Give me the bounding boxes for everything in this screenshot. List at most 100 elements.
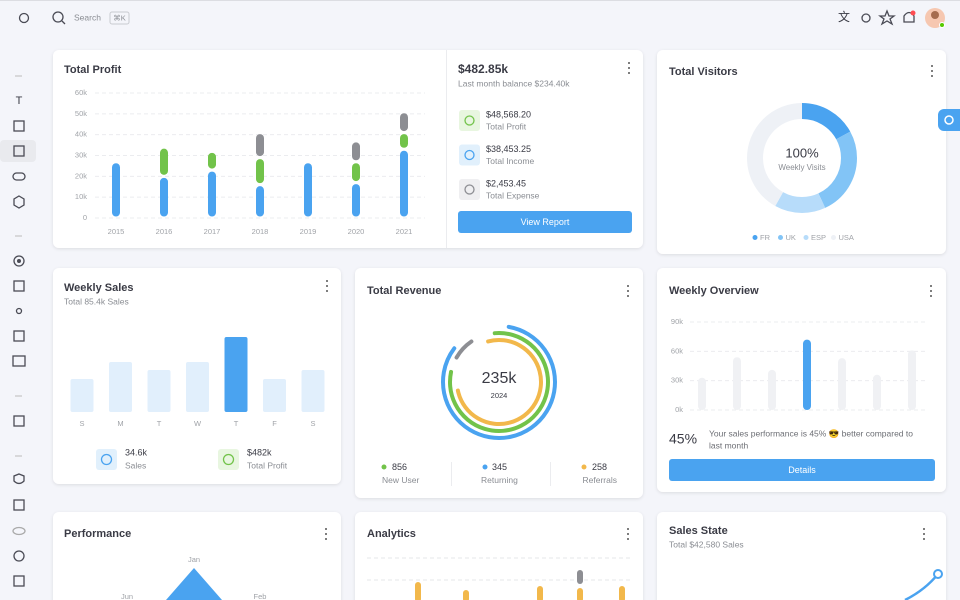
donut-center-label: Weekly Visits: [778, 163, 825, 172]
sidebar-icon[interactable]: [13, 330, 25, 342]
legend-label: FR: [760, 233, 771, 242]
view-report-button[interactable]: [458, 211, 632, 233]
kebab-menu[interactable]: [628, 62, 630, 74]
sidebar-icon[interactable]: [13, 550, 25, 562]
legend-dot: [381, 464, 387, 470]
sidebar-icon[interactable]: [13, 575, 25, 587]
bar-segment: [352, 184, 360, 217]
bar: [463, 590, 469, 600]
stat-value: 345: [492, 462, 507, 472]
stat-icon-glyph: [222, 453, 235, 466]
shortcuts-icon[interactable]: [878, 9, 896, 26]
item-label: Total Profit: [486, 121, 527, 131]
search-shortcut: ⌘K: [113, 13, 126, 22]
bar: [301, 370, 325, 412]
kebab-menu[interactable]: [325, 528, 327, 540]
sidebar-icon[interactable]: [13, 415, 25, 427]
card-title: Sales State: [669, 525, 728, 537]
sidebar-icon[interactable]: [12, 526, 26, 536]
sidebar-icon[interactable]: [13, 473, 25, 485]
bar: [537, 586, 543, 600]
sidebar-icon[interactable]: [13, 145, 25, 157]
sidebar-icon[interactable]: [13, 255, 25, 267]
bar-segment: [160, 177, 168, 217]
item-value: $38,453.25: [486, 144, 531, 154]
notification-icon[interactable]: [903, 11, 915, 23]
bar: [577, 570, 583, 584]
status-dot: [939, 22, 945, 28]
item-icon-glyph: [464, 149, 475, 161]
sidebar-icon[interactable]: [13, 499, 25, 511]
y-tick-label: 0: [83, 213, 87, 222]
bar: [147, 370, 171, 412]
bar: [698, 377, 706, 410]
sidebar-icon[interactable]: [15, 307, 23, 315]
revenue-rings: [441, 324, 557, 441]
theme-icon[interactable]: [861, 13, 871, 23]
bar: [619, 586, 625, 600]
ring: [448, 331, 550, 433]
legend-label: USA: [839, 233, 854, 242]
top-actions: 文: [838, 8, 945, 28]
customizer-tab[interactable]: [938, 109, 960, 131]
sidebar-icon[interactable]: T: [16, 95, 23, 107]
weekly-overview-card: [657, 268, 946, 492]
item-value: $2,453.45: [486, 178, 526, 188]
card-title: Total Revenue: [367, 285, 441, 297]
revenue-center-label: 2024: [491, 391, 508, 400]
sidebar-icon[interactable]: [13, 195, 25, 209]
sales-state-card: [657, 512, 946, 600]
legend-dot: [831, 235, 836, 240]
x-tick-label: W: [194, 419, 202, 428]
overview-message: Your sales performance is 45% 😎 better c…: [709, 428, 913, 438]
stat-label: Total Profit: [247, 460, 288, 470]
search[interactable]: Search ⌘K: [52, 11, 130, 25]
sidebar: T: [0, 75, 36, 587]
stat-label: Sales: [125, 460, 146, 470]
analytics-card: [355, 512, 643, 600]
bar: [263, 379, 286, 412]
card-subtitle: Total $42,580 Sales: [669, 539, 744, 549]
item-label: Total Expense: [486, 190, 540, 200]
sidebar-icon[interactable]: [13, 120, 25, 132]
sidebar-icon[interactable]: [12, 355, 26, 367]
x-tick-label: 2020: [348, 227, 365, 236]
notification-dot: [910, 10, 916, 16]
x-tick-label: 2018: [252, 227, 269, 236]
item-value: $48,568.20: [486, 109, 531, 119]
analytics-preview: [367, 557, 632, 600]
profit-amount: $482.85k: [458, 62, 508, 76]
kebab-menu[interactable]: [627, 528, 629, 540]
search-icon-handle: [61, 20, 66, 25]
x-tick-label: 2016: [156, 227, 173, 236]
sidebar-active: [0, 140, 36, 162]
bar: [768, 369, 776, 410]
x-tick-label: 2015: [108, 227, 125, 236]
legend-label: UK: [786, 233, 796, 242]
bar-segment: [208, 152, 216, 169]
overview-message: last month: [709, 440, 748, 450]
bar-segment: [352, 142, 360, 161]
details-button[interactable]: [669, 459, 935, 481]
card-title: Analytics: [367, 528, 416, 540]
bar: [224, 337, 248, 412]
kebab-menu[interactable]: [627, 285, 629, 297]
bar: [873, 374, 881, 410]
menu-toggle[interactable]: [18, 12, 30, 24]
y-tick-label: 30k: [671, 376, 683, 385]
translate-icon[interactable]: 文: [838, 9, 850, 24]
stat-label: Returning: [481, 475, 518, 485]
bar: [803, 339, 811, 410]
y-tick-label: 0k: [675, 405, 683, 414]
bar-segment: [112, 163, 120, 217]
kebab-menu[interactable]: [931, 65, 933, 77]
kebab-menu[interactable]: [930, 285, 932, 297]
kebab-menu[interactable]: [326, 280, 328, 292]
sidebar-icon[interactable]: [13, 280, 25, 292]
bar: [70, 379, 94, 412]
sidebar-icon[interactable]: [12, 172, 26, 181]
performance-card: [53, 512, 341, 600]
kebab-menu[interactable]: [923, 528, 925, 540]
